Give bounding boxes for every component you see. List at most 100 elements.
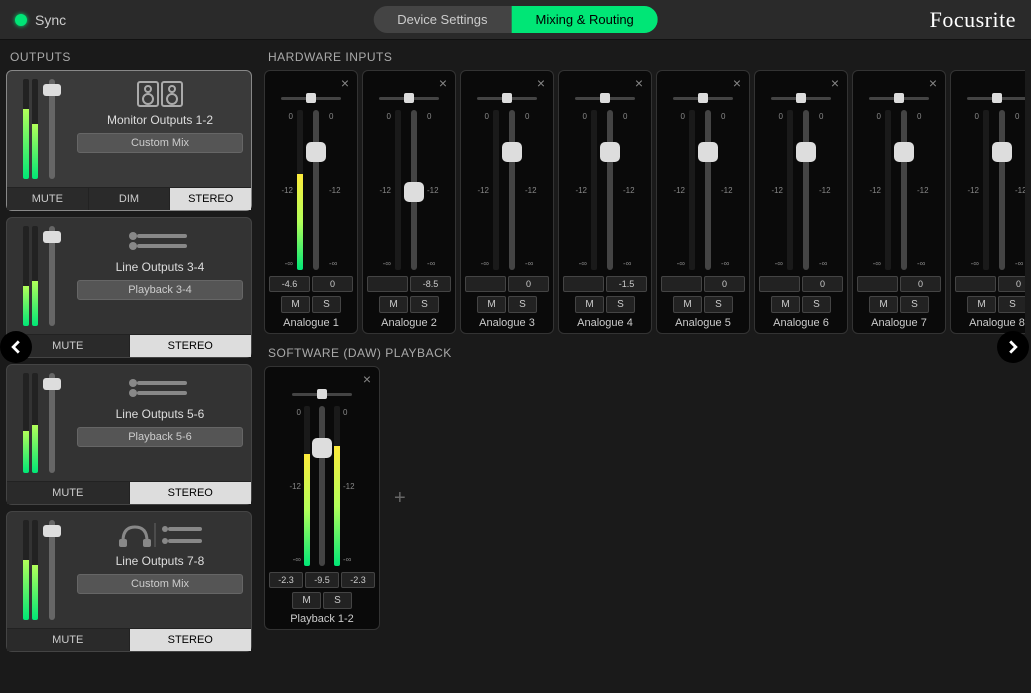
db-scale: 0-12-∞ <box>571 110 587 270</box>
close-icon[interactable]: × <box>729 75 745 91</box>
mute-button[interactable]: MUTE <box>7 629 130 651</box>
input-channel: ×0-12-∞0-12-∞0MSAnalogue 3 <box>460 70 554 334</box>
output-card[interactable]: Line Outputs 7-8Custom MixMUTESTEREO <box>6 511 252 652</box>
mute-button[interactable]: M <box>292 592 321 609</box>
mute-button[interactable]: M <box>477 296 506 313</box>
channel-fader[interactable] <box>411 110 417 270</box>
channel-label: Analogue 6 <box>773 317 829 329</box>
output-fader[interactable] <box>49 373 55 473</box>
db-scale: 0-12-∞ <box>623 110 639 270</box>
solo-button[interactable]: S <box>900 296 929 313</box>
pan-slider[interactable] <box>281 97 341 100</box>
stereo-button[interactable]: STEREO <box>130 482 252 504</box>
channel-fader[interactable] <box>607 110 613 270</box>
pan-slider[interactable] <box>477 97 537 100</box>
db-readout: -2.3 <box>341 572 375 588</box>
output-card[interactable]: Line Outputs 3-4Playback 3-4MUTESTEREO <box>6 217 252 358</box>
mix-select-button[interactable]: Custom Mix <box>77 133 243 153</box>
mute-button[interactable]: M <box>281 296 310 313</box>
db-scale: 0-12-∞ <box>473 110 489 270</box>
db-readout <box>563 276 604 292</box>
mute-button[interactable]: M <box>967 296 996 313</box>
db-scale: 0-12-∞ <box>1015 110 1025 270</box>
channel-meter <box>395 110 401 270</box>
pan-slider[interactable] <box>673 97 733 100</box>
db-readout: -2.3 <box>269 572 303 588</box>
mute-button[interactable]: M <box>771 296 800 313</box>
channel-fader[interactable] <box>319 406 325 566</box>
solo-button[interactable]: S <box>606 296 635 313</box>
channel-fader[interactable] <box>999 110 1005 270</box>
solo-button[interactable]: S <box>704 296 733 313</box>
sync-indicator-icon <box>15 14 27 26</box>
close-icon[interactable]: × <box>925 75 941 91</box>
solo-button[interactable]: S <box>508 296 537 313</box>
close-icon[interactable]: × <box>533 75 549 91</box>
close-icon[interactable]: × <box>1023 75 1025 91</box>
channel-meter <box>493 110 499 270</box>
pan-slider[interactable] <box>967 97 1025 100</box>
pan-slider[interactable] <box>771 97 831 100</box>
channel-meter <box>297 110 303 270</box>
sw-playback-title: SOFTWARE (DAW) PLAYBACK <box>264 340 1025 366</box>
output-fader[interactable] <box>49 520 55 620</box>
channel-fader[interactable] <box>803 110 809 270</box>
db-readout: 0 <box>802 276 843 292</box>
db-readout: 0 <box>998 276 1025 292</box>
nav-next-icon[interactable] <box>997 331 1029 363</box>
db-scale: 0-12-∞ <box>375 110 391 270</box>
add-channel-button[interactable]: + <box>394 487 406 510</box>
channel-fader[interactable] <box>313 110 319 270</box>
solo-button[interactable]: S <box>802 296 831 313</box>
channel-fader[interactable] <box>901 110 907 270</box>
software-playback-row: ×0-12-∞0-12-∞-2.3-9.5-2.3MSPlayback 1-2+ <box>264 366 1025 630</box>
output-name: Monitor Outputs 1-2 <box>77 113 243 127</box>
pan-slider[interactable] <box>869 97 929 100</box>
db-readout <box>465 276 506 292</box>
close-icon[interactable]: × <box>631 75 647 91</box>
close-icon[interactable]: × <box>827 75 843 91</box>
dim-button[interactable]: DIM <box>89 188 171 210</box>
solo-button[interactable]: S <box>998 296 1025 313</box>
channel-fader[interactable] <box>705 110 711 270</box>
input-channel: ×0-12-∞0-12-∞0MSAnalogue 7 <box>852 70 946 334</box>
output-card[interactable]: Line Outputs 5-6Playback 5-6MUTESTEREO <box>6 364 252 505</box>
channel-label: Playback 1-2 <box>290 613 354 625</box>
db-readout <box>367 276 408 292</box>
solo-button[interactable]: S <box>312 296 341 313</box>
mute-button[interactable]: MUTE <box>7 188 89 210</box>
pan-slider[interactable] <box>379 97 439 100</box>
solo-button[interactable]: S <box>410 296 439 313</box>
tab-device-settings[interactable]: Device Settings <box>373 6 511 33</box>
output-card[interactable]: Monitor Outputs 1-2 Custom Mix MUTEDIMSTER… <box>6 70 252 211</box>
mute-button[interactable]: M <box>575 296 604 313</box>
db-scale: 0-12-∞ <box>329 110 345 270</box>
stereo-button[interactable]: STEREO <box>130 335 252 357</box>
mix-select-button[interactable]: Playback 3-4 <box>77 280 243 300</box>
channel-label: Analogue 3 <box>479 317 535 329</box>
solo-button[interactable]: S <box>323 592 352 609</box>
db-scale: 0-12-∞ <box>525 110 541 270</box>
pan-slider[interactable] <box>575 97 635 100</box>
pan-slider[interactable] <box>292 393 352 396</box>
db-readout: -8.5 <box>410 276 451 292</box>
mix-select-button[interactable]: Custom Mix <box>77 574 243 594</box>
close-icon[interactable]: × <box>337 75 353 91</box>
mute-button[interactable]: M <box>379 296 408 313</box>
tab-mixing-routing[interactable]: Mixing & Routing <box>512 6 658 33</box>
mix-select-button[interactable]: Playback 5-6 <box>77 427 243 447</box>
close-icon[interactable]: × <box>359 371 375 387</box>
channel-fader[interactable] <box>509 110 515 270</box>
stereo-button[interactable]: STEREO <box>170 188 251 210</box>
channel-label: Analogue 5 <box>675 317 731 329</box>
mute-button[interactable]: M <box>673 296 702 313</box>
nav-prev-icon[interactable] <box>0 331 32 363</box>
mute-button[interactable]: M <box>869 296 898 313</box>
output-fader[interactable] <box>49 79 55 179</box>
mute-button[interactable]: MUTE <box>7 482 130 504</box>
db-scale: 0-12-∞ <box>767 110 783 270</box>
close-icon[interactable]: × <box>435 75 451 91</box>
output-fader[interactable] <box>49 226 55 326</box>
channel-label: Analogue 4 <box>577 317 633 329</box>
stereo-button[interactable]: STEREO <box>130 629 252 651</box>
